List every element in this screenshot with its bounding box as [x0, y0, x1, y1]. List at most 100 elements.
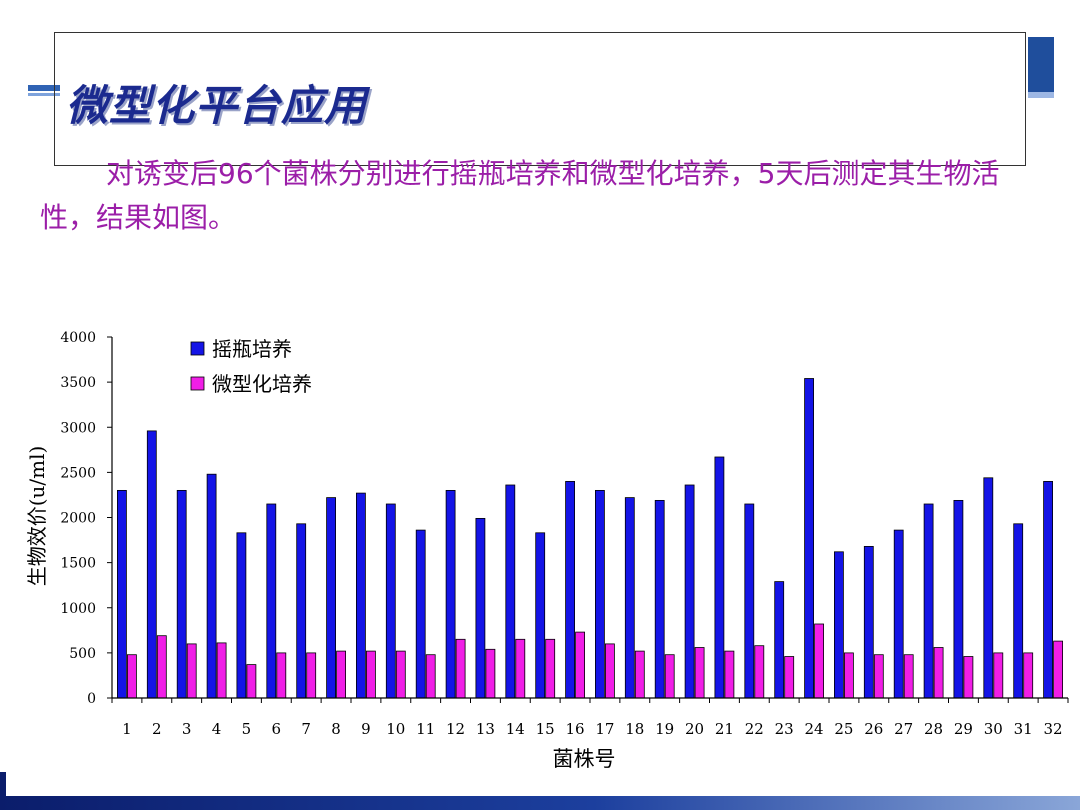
- bar-shake-flask: [475, 517, 486, 699]
- legend-swatch: [190, 376, 205, 391]
- x-tick-label: 23: [775, 720, 794, 738]
- bar-shake-flask: [117, 489, 127, 699]
- bar-shake-flask: [714, 456, 725, 699]
- footer-bar: [0, 796, 1080, 810]
- bar-microscale: [933, 647, 944, 699]
- bar-microscale: [575, 631, 585, 699]
- bar-shake-flask: [445, 489, 456, 699]
- y-tick-label: 3500: [60, 375, 96, 391]
- legend-label: 微型化培养: [212, 372, 312, 396]
- x-tick-label: 21: [715, 720, 734, 738]
- bar-microscale: [605, 643, 615, 699]
- title-accent-left-light: [28, 93, 60, 96]
- bar-microscale: [694, 647, 705, 699]
- bar-microscale: [1053, 640, 1063, 699]
- bar-microscale: [545, 638, 556, 699]
- bar-microscale: [634, 650, 645, 699]
- bar-shake-flask: [595, 489, 605, 699]
- bar-shake-flask: [983, 477, 994, 699]
- bar-shake-flask: [385, 503, 396, 699]
- x-tick-label: 14: [506, 720, 525, 738]
- bar-microscale: [993, 652, 1004, 699]
- bar-shake-flask: [1013, 523, 1024, 699]
- bar-shake-flask: [774, 581, 785, 699]
- x-tick-label: 8: [331, 720, 341, 738]
- bar-microscale: [873, 654, 884, 699]
- bar-microscale: [306, 652, 317, 699]
- bar-microscale: [1023, 652, 1034, 699]
- bar-microscale: [754, 645, 765, 699]
- bar-shake-flask: [236, 532, 247, 699]
- x-tick-label: 4: [212, 720, 222, 738]
- bar-microscale: [724, 650, 735, 699]
- bar-shake-flask: [565, 480, 575, 699]
- x-tick-label: 18: [625, 720, 644, 738]
- bar-microscale: [336, 650, 347, 699]
- x-tick-label: 31: [1014, 720, 1033, 738]
- bar-microscale: [664, 654, 675, 699]
- x-tick-label: 12: [446, 720, 465, 738]
- bar-chart: 生物效价(u/ml) 菌株号 0 500 1000 1500 2000 2500 3000 3…: [25, 330, 1069, 770]
- footer-accent: [0, 772, 6, 810]
- bar-shake-flask: [415, 529, 426, 699]
- bar-microscale: [903, 654, 914, 699]
- x-axis-label: 菌株号: [553, 747, 616, 770]
- x-tick-label: 5: [242, 720, 252, 738]
- bar-microscale: [246, 664, 257, 699]
- slide-title: 微型化平台应用: [66, 81, 368, 130]
- bar-microscale: [276, 652, 287, 699]
- x-tick-label: 20: [685, 720, 704, 738]
- x-tick-label: 15: [536, 720, 555, 738]
- y-tick-label: 0: [87, 691, 96, 707]
- bar-microscale: [156, 635, 167, 699]
- x-tick-label: 29: [954, 720, 973, 738]
- bar-shake-flask: [624, 497, 635, 699]
- bar-shake-flask: [684, 484, 695, 699]
- x-tick-label: 24: [805, 720, 824, 738]
- bar-microscale: [127, 654, 137, 699]
- bar-shake-flask: [654, 499, 665, 699]
- y-tick-label: 500: [69, 646, 96, 662]
- x-tick-label: 30: [984, 720, 1003, 738]
- bars-group: [117, 378, 1063, 699]
- x-tick-label: 3: [182, 720, 192, 738]
- bar-shake-flask: [804, 378, 814, 699]
- bar-microscale: [784, 656, 795, 699]
- x-tick-label: 11: [416, 720, 435, 738]
- x-tick-label: 32: [1044, 720, 1063, 738]
- bar-shake-flask: [206, 473, 217, 699]
- bar-microscale: [216, 642, 227, 699]
- title-accent-left: [28, 85, 60, 91]
- bar-microscale: [455, 638, 466, 699]
- y-tick-label: 2000: [60, 511, 96, 527]
- bar-shake-flask: [355, 492, 366, 699]
- title-accent-right: [1028, 37, 1054, 97]
- title-accent-right-light: [1028, 92, 1054, 98]
- bar-microscale: [814, 623, 824, 699]
- bar-microscale: [485, 648, 496, 699]
- y-tick-label: 3000: [60, 420, 96, 436]
- x-tick-label: 17: [595, 720, 614, 738]
- bar-shake-flask: [326, 497, 337, 699]
- bar-shake-flask: [834, 551, 844, 699]
- x-tick-label: 27: [894, 720, 913, 738]
- x-tick-label: 6: [272, 720, 282, 738]
- slide-body-text: 对诱变后96个菌株分别进行摇瓶培养和微型化培养，5天后测定其生物活性，结果如图。: [40, 152, 1040, 240]
- y-tick-label: 1500: [60, 556, 96, 572]
- x-tick-label: 10: [386, 720, 405, 738]
- bar-shake-flask: [266, 503, 277, 699]
- title-frame: [54, 32, 1026, 166]
- bar-shake-flask: [893, 529, 904, 699]
- bar-shake-flask: [1043, 480, 1053, 699]
- bar-shake-flask: [863, 545, 874, 699]
- bar-microscale: [425, 654, 436, 699]
- bar-shake-flask: [744, 503, 755, 699]
- bar-microscale: [186, 643, 197, 699]
- x-tick-label: 28: [924, 720, 943, 738]
- bar-shake-flask: [923, 503, 934, 699]
- x-tick-label: 26: [864, 720, 883, 738]
- bar-shake-flask: [296, 523, 307, 699]
- bar-shake-flask: [505, 484, 516, 699]
- y-axis-label: 生物效价(u/ml): [25, 446, 49, 587]
